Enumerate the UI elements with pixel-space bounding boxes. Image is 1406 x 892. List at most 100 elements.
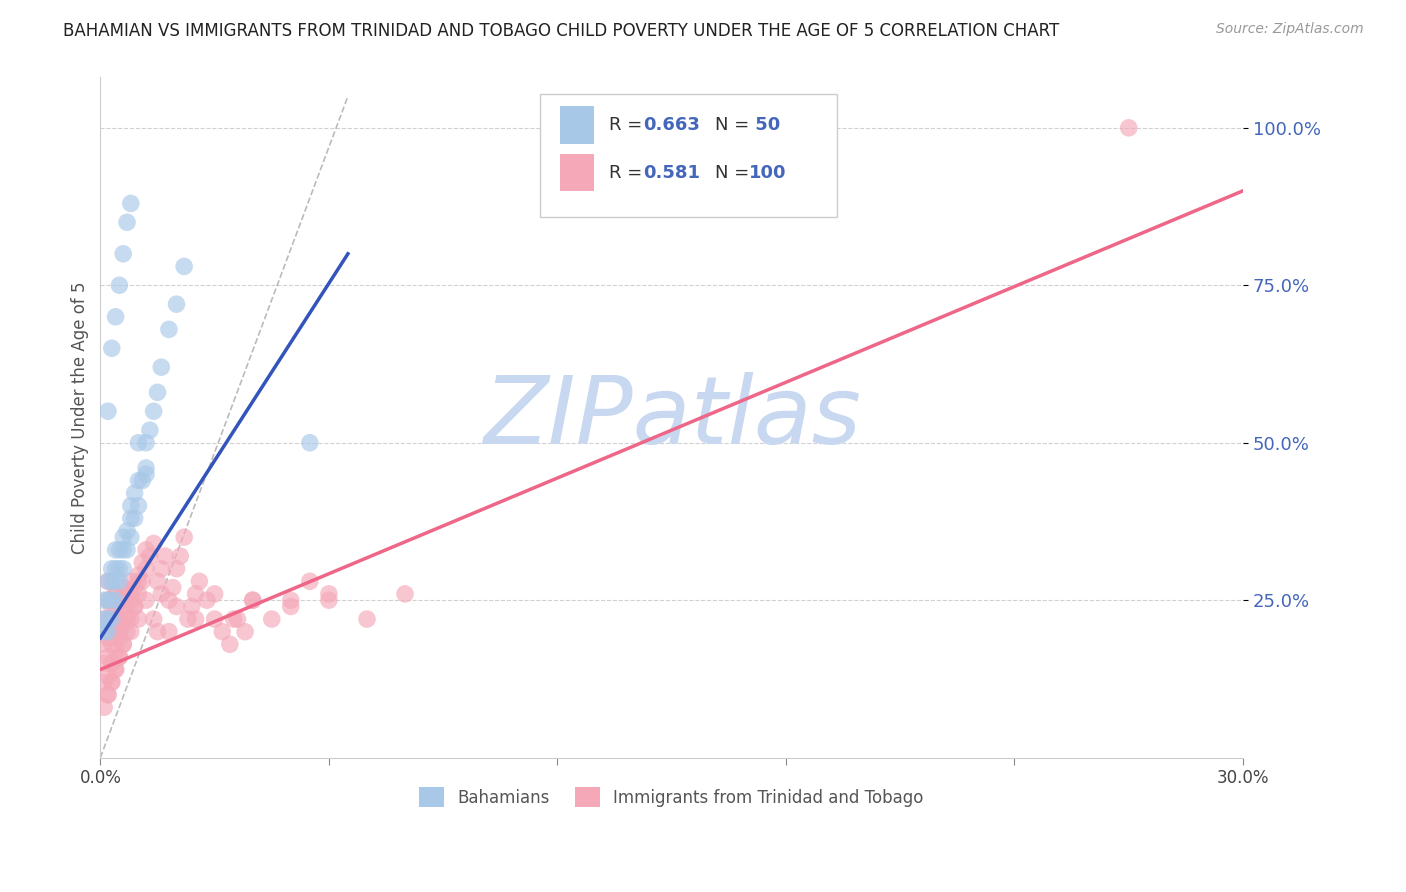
Point xyxy=(97,574,120,589)
Point xyxy=(135,562,157,576)
Point xyxy=(150,360,173,375)
Point xyxy=(93,637,115,651)
Point xyxy=(93,700,115,714)
Point xyxy=(1118,120,1140,135)
Point xyxy=(139,423,162,437)
Point xyxy=(101,593,124,607)
Point xyxy=(233,624,256,639)
Point xyxy=(108,593,131,607)
FancyBboxPatch shape xyxy=(560,154,593,192)
Point xyxy=(101,599,124,614)
Point xyxy=(120,624,142,639)
Point xyxy=(394,587,416,601)
Point xyxy=(93,656,115,670)
Point xyxy=(127,574,149,589)
Point xyxy=(112,599,135,614)
Point xyxy=(104,587,127,601)
Point xyxy=(104,587,127,601)
Point xyxy=(184,612,207,626)
Point xyxy=(97,669,120,683)
Point xyxy=(120,593,142,607)
Point xyxy=(124,599,146,614)
Point xyxy=(142,404,165,418)
Point xyxy=(298,435,321,450)
Point xyxy=(104,663,127,677)
Point xyxy=(115,624,138,639)
Point xyxy=(112,247,135,261)
Point xyxy=(120,612,142,626)
Y-axis label: Child Poverty Under the Age of 5: Child Poverty Under the Age of 5 xyxy=(72,281,89,554)
Point xyxy=(97,574,120,589)
Point xyxy=(104,542,127,557)
Text: BAHAMIAN VS IMMIGRANTS FROM TRINIDAD AND TOBAGO CHILD POVERTY UNDER THE AGE OF 5: BAHAMIAN VS IMMIGRANTS FROM TRINIDAD AND… xyxy=(63,22,1060,40)
Text: N =: N = xyxy=(716,116,755,134)
Point xyxy=(112,618,135,632)
Point xyxy=(180,599,202,614)
Point xyxy=(97,612,120,626)
Point xyxy=(115,524,138,538)
FancyBboxPatch shape xyxy=(540,95,838,217)
Point xyxy=(146,574,169,589)
Point xyxy=(211,624,233,639)
Point xyxy=(153,549,176,563)
Point xyxy=(101,612,124,626)
Point xyxy=(104,310,127,324)
Point xyxy=(112,530,135,544)
Point xyxy=(97,593,120,607)
Point xyxy=(166,297,188,311)
Text: R =: R = xyxy=(609,163,648,182)
Point xyxy=(318,587,340,601)
Point xyxy=(142,536,165,550)
Point xyxy=(131,574,153,589)
Point xyxy=(124,599,146,614)
Point xyxy=(124,511,146,525)
Point xyxy=(104,663,127,677)
Point xyxy=(173,530,195,544)
Point xyxy=(97,593,120,607)
Point xyxy=(318,593,340,607)
Point xyxy=(115,215,138,229)
Point xyxy=(162,581,184,595)
Point xyxy=(112,593,135,607)
Point xyxy=(93,624,115,639)
Point xyxy=(104,574,127,589)
Point xyxy=(135,542,157,557)
Point xyxy=(93,612,115,626)
Point xyxy=(112,637,135,651)
Point xyxy=(101,574,124,589)
Point xyxy=(112,637,135,651)
Point xyxy=(93,593,115,607)
Point xyxy=(218,637,240,651)
Point xyxy=(120,587,142,601)
Point xyxy=(93,624,115,639)
Point xyxy=(222,612,245,626)
Point xyxy=(108,624,131,639)
Legend: Bahamians, Immigrants from Trinidad and Tobago: Bahamians, Immigrants from Trinidad and … xyxy=(413,780,931,814)
Point xyxy=(93,675,115,690)
Point xyxy=(104,562,127,576)
Point xyxy=(108,574,131,589)
Point xyxy=(115,606,138,620)
Point xyxy=(146,385,169,400)
Point xyxy=(115,587,138,601)
Point xyxy=(108,649,131,664)
Point xyxy=(97,649,120,664)
Point xyxy=(120,530,142,544)
Point xyxy=(157,593,180,607)
Point xyxy=(112,562,135,576)
Point xyxy=(150,562,173,576)
Text: 0.663: 0.663 xyxy=(643,116,700,134)
Point xyxy=(104,624,127,639)
Point xyxy=(127,568,149,582)
Point xyxy=(242,593,264,607)
Point xyxy=(135,461,157,475)
Point xyxy=(131,555,153,569)
Point xyxy=(108,278,131,293)
Point xyxy=(127,587,149,601)
FancyBboxPatch shape xyxy=(560,106,593,144)
Text: R =: R = xyxy=(609,116,648,134)
Point xyxy=(101,637,124,651)
Point xyxy=(135,593,157,607)
Point xyxy=(108,612,131,626)
Point xyxy=(260,612,283,626)
